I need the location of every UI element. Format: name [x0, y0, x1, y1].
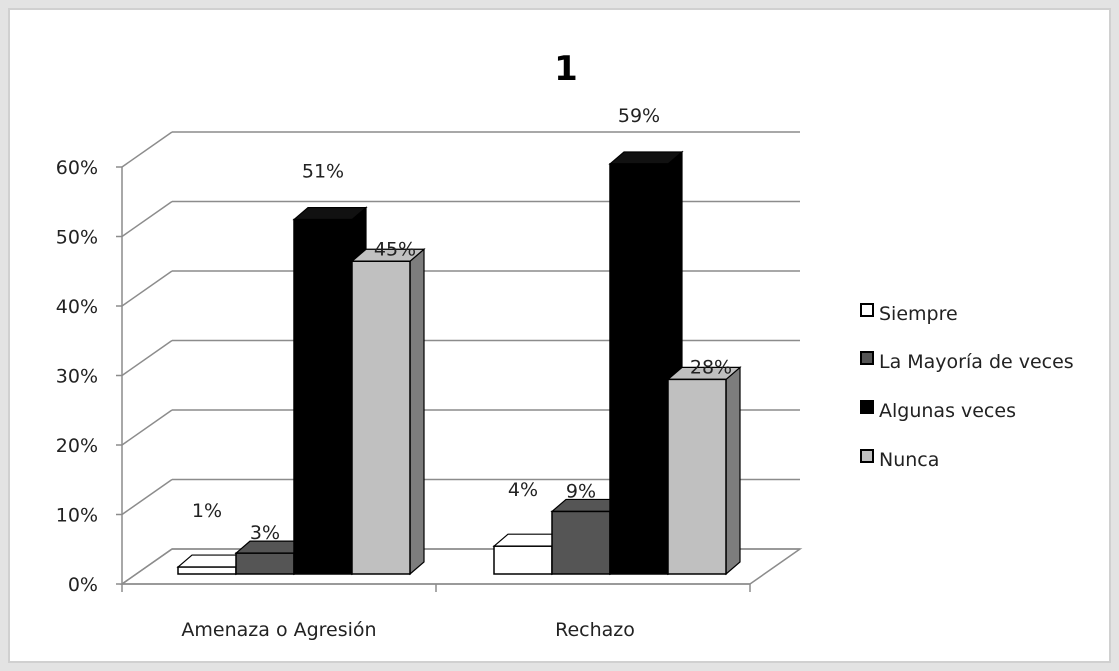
bar [293, 218, 353, 575]
bar [609, 163, 669, 575]
bar [667, 378, 727, 575]
legend-swatch [860, 400, 874, 414]
y-tick-label: 60% [56, 157, 98, 179]
bar-side [409, 247, 425, 576]
bar [235, 552, 295, 575]
bar [493, 545, 553, 575]
legend-swatch [860, 303, 874, 317]
y-tick-label: 20% [56, 435, 98, 457]
legend-swatch [860, 351, 874, 365]
data-label: 59% [618, 105, 660, 127]
legend-label: Siempre [879, 303, 958, 325]
y-tick-label: 10% [56, 505, 98, 527]
data-label: 28% [690, 356, 732, 378]
gridline-side [121, 339, 173, 377]
bar [551, 510, 611, 575]
data-label: 45% [374, 238, 416, 260]
y-tick-label: 40% [56, 296, 98, 318]
data-label: 4% [508, 479, 538, 501]
legend-label: Algunas veces [879, 400, 1016, 422]
legend-label: La Mayoría de veces [879, 351, 1074, 373]
chart-data-labels: 1% 3% 51% 45% 4% 9% 59% 28% [192, 105, 732, 544]
y-tick-label: 50% [56, 227, 98, 249]
data-label: 3% [250, 522, 280, 544]
legend-swatch [860, 449, 874, 463]
y-tick-label: 0% [68, 574, 98, 596]
gridline-side [121, 409, 173, 446]
data-label: 51% [302, 161, 344, 183]
gridline-side [121, 200, 173, 238]
y-tick-label: 30% [56, 366, 98, 388]
data-label: 9% [566, 480, 596, 502]
chart-legend: Siempre La Mayoría de veces Algunas veces N… [860, 303, 1074, 471]
chart-bars [176, 150, 742, 576]
chart-axes: 0% 10% 20% 30% 40% 50% 60% Amenaza o Agresión Re… [56, 157, 751, 641]
x-category-label: Amenaza o Agresión [181, 619, 376, 641]
legend-label: Nunca [879, 449, 939, 471]
gridline-side [121, 131, 173, 168]
bar-side [725, 366, 741, 576]
bar [177, 566, 237, 575]
gridline-side [121, 270, 173, 307]
gridline-side [121, 478, 173, 516]
chart-title: 1 [554, 49, 578, 89]
data-label: 1% [192, 500, 222, 522]
x-category-label: Rechazo [555, 619, 635, 641]
bar [351, 260, 411, 575]
